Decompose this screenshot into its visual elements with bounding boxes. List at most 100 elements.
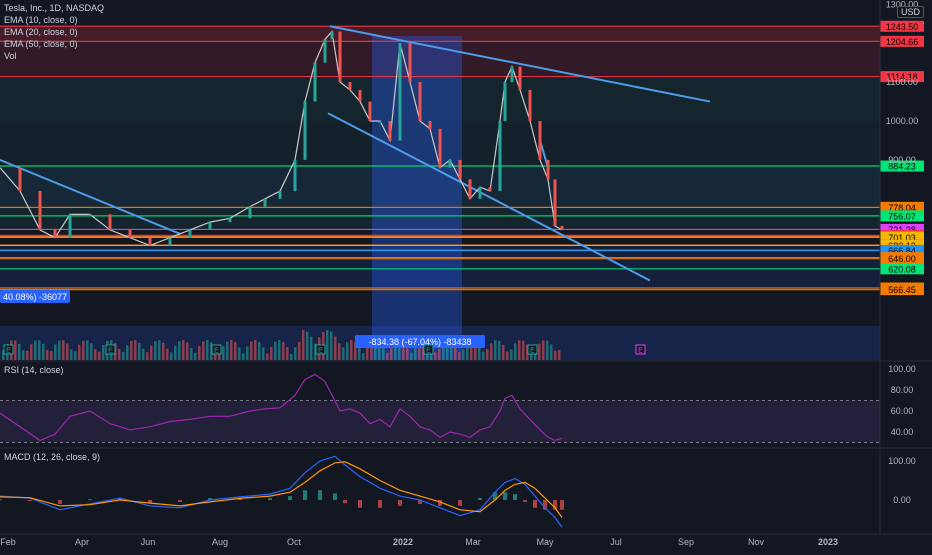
volume-bar xyxy=(146,352,149,360)
price-band-0 xyxy=(0,26,880,42)
volume-bar xyxy=(486,349,489,360)
macd-hist-bar xyxy=(208,498,212,500)
volume-bar xyxy=(22,350,25,360)
volume-bar xyxy=(38,340,41,360)
ema50-legend[interactable]: EMA (50, close, 0) xyxy=(4,39,78,49)
candle-17 xyxy=(303,101,307,160)
macd-hist-bar xyxy=(238,498,242,500)
rsi-tick-3: 40.00 xyxy=(891,427,914,437)
volume-bar xyxy=(502,344,505,360)
candle-44 xyxy=(553,179,557,227)
symbol-legend[interactable]: Tesla, Inc., 1D, NASDAQ xyxy=(4,3,105,13)
volume-bar xyxy=(150,345,153,360)
volume-bar xyxy=(18,343,21,360)
candle-18 xyxy=(313,62,317,102)
volume-bar xyxy=(50,350,53,360)
earnings-marker-3 xyxy=(315,344,326,355)
volume-bar xyxy=(346,342,349,360)
volume-bar xyxy=(174,345,177,360)
level-badge-14 xyxy=(880,245,924,257)
level-label-19: 566.45 xyxy=(888,285,916,295)
volume-bar xyxy=(58,340,61,360)
volume-bar xyxy=(186,342,189,360)
x-tick-6: Mar xyxy=(465,537,481,547)
volume-bar xyxy=(522,340,525,360)
volume-bar xyxy=(246,346,249,360)
volume-bar xyxy=(402,341,405,360)
macd-title[interactable]: MACD (12, 26, close, 9) xyxy=(4,452,101,462)
candle-6 xyxy=(108,214,112,230)
earnings-marker-future-label: E xyxy=(638,348,643,355)
volume-bar xyxy=(42,343,45,360)
candle-5 xyxy=(88,214,92,217)
level-badge-19 xyxy=(880,284,924,296)
earnings-marker-label-5: E xyxy=(530,348,535,355)
price-line xyxy=(0,30,563,247)
volume-bar xyxy=(210,342,213,360)
volume-bar xyxy=(414,348,417,360)
volume-bar xyxy=(230,340,233,360)
currency-badge[interactable]: USD xyxy=(896,6,924,18)
volume-bar xyxy=(166,348,169,360)
candle-25 xyxy=(378,121,382,123)
volume-bar xyxy=(358,346,361,360)
volume-bar xyxy=(478,345,481,360)
vol-legend[interactable]: Vol xyxy=(4,51,17,61)
volume-bar xyxy=(314,343,317,360)
trend-line-1 xyxy=(0,158,181,235)
volume-bar xyxy=(94,349,97,360)
ema20-legend[interactable]: EMA (20, close, 0) xyxy=(4,27,78,37)
macd-hist-bar xyxy=(560,500,564,510)
volume-bar xyxy=(242,353,245,360)
volume-bar xyxy=(130,340,133,360)
volume-bar xyxy=(406,345,409,360)
macd-hist-bar xyxy=(343,500,347,504)
volume-bar xyxy=(90,343,93,360)
candle-43 xyxy=(546,159,550,180)
rsi-title[interactable]: RSI (14, close) xyxy=(4,365,64,375)
macd-hist-bar xyxy=(533,500,537,508)
volume-bar xyxy=(298,341,301,360)
candle-20 xyxy=(330,31,334,40)
volume-bar xyxy=(194,352,197,360)
volume-bar xyxy=(390,348,393,360)
level-badge-6 xyxy=(880,223,924,235)
price-band-5 xyxy=(0,207,880,230)
earnings-marker-5 xyxy=(527,344,538,355)
earnings-marker-0 xyxy=(3,344,14,355)
volume-bar xyxy=(126,345,129,360)
candle-13 xyxy=(248,206,252,219)
volume-bar xyxy=(202,341,205,360)
volume-bar xyxy=(2,350,5,360)
rsi-tick-1: 80.00 xyxy=(891,385,914,395)
level-badge-5 xyxy=(880,210,924,222)
volume-bar xyxy=(182,340,185,360)
volume-bar xyxy=(482,351,485,360)
volume-bar xyxy=(334,336,337,360)
candle-35 xyxy=(478,187,482,199)
candle-26 xyxy=(388,121,392,141)
candle-42 xyxy=(538,121,542,160)
rsi-band xyxy=(0,400,880,443)
volume-bar xyxy=(158,340,161,360)
price-band-2 xyxy=(0,76,880,121)
x-tick-5: 2022 xyxy=(393,537,413,547)
candle-12 xyxy=(228,218,232,223)
level-label-2: 1114.18 xyxy=(886,72,917,82)
volume-bar xyxy=(222,346,225,360)
earnings-marker-1 xyxy=(105,344,116,355)
volume-bar xyxy=(526,344,529,360)
volume-bar xyxy=(282,341,285,360)
volume-bar xyxy=(14,340,17,360)
volume-bar xyxy=(162,342,165,360)
x-tick-7: May xyxy=(536,537,554,547)
rsi-tick-2: 60.00 xyxy=(891,406,914,416)
volume-bar xyxy=(306,331,309,360)
volume-bar xyxy=(374,340,377,360)
macd-hist-bar xyxy=(333,493,337,500)
trend-line-2 xyxy=(327,112,651,282)
earnings-marker-label-4: E xyxy=(426,348,431,355)
price-tick-3: 900.00 xyxy=(888,155,916,165)
rsi-tick-0: 100.00 xyxy=(888,364,916,374)
ema10-legend[interactable]: EMA (10, close, 0) xyxy=(4,15,78,25)
